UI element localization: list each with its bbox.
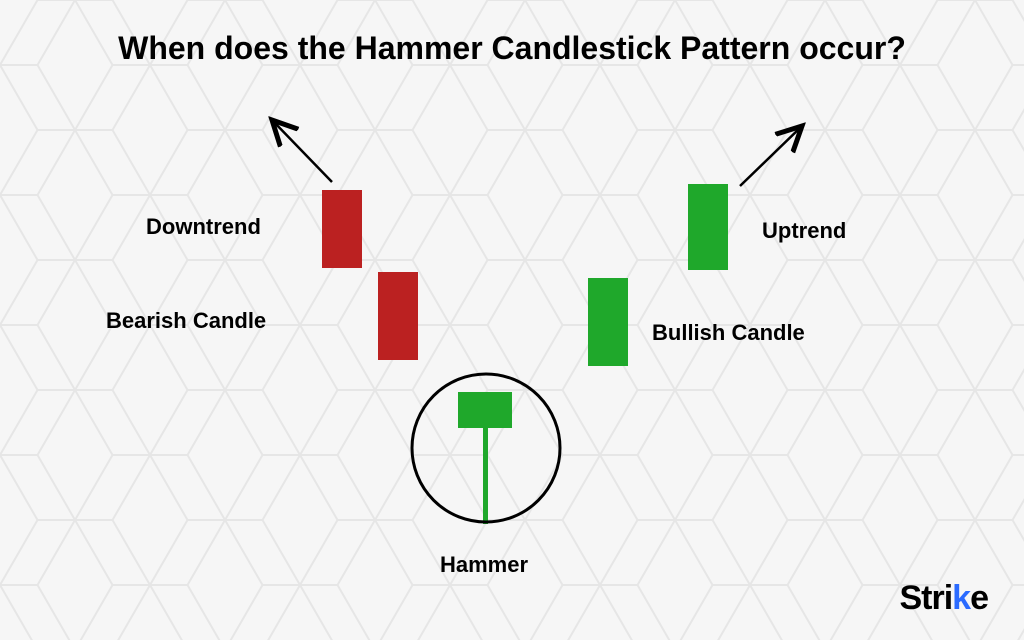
arrow-right bbox=[740, 126, 802, 186]
logo-k: k bbox=[952, 579, 970, 617]
overlay-svg bbox=[0, 0, 1024, 640]
arrow-left bbox=[272, 120, 332, 182]
logo-pre: Stri bbox=[899, 579, 952, 617]
hammer-circle bbox=[412, 374, 560, 522]
logo-post: e bbox=[970, 579, 988, 617]
brand-logo: Strike bbox=[899, 579, 988, 618]
